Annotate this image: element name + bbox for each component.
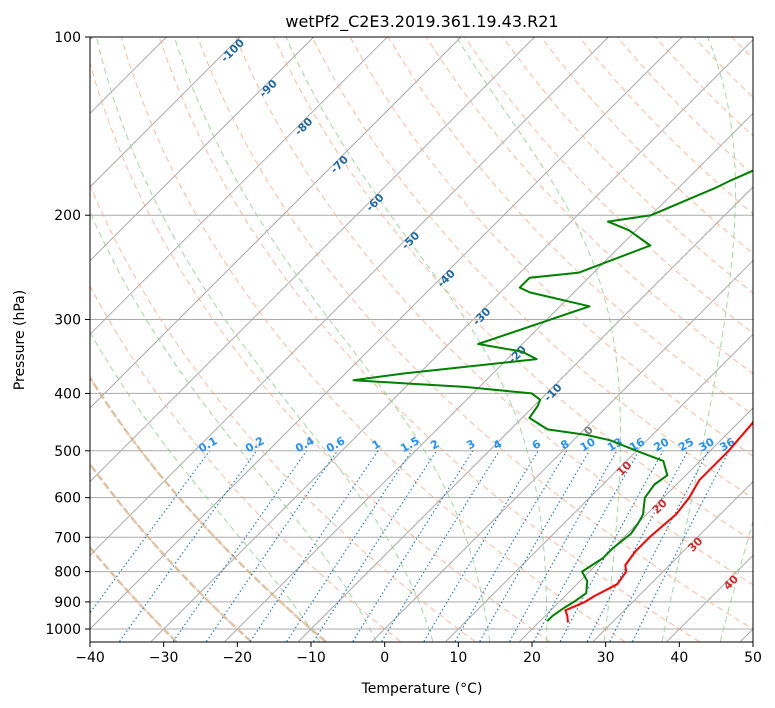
dry-adiabat bbox=[273, 37, 753, 542]
y-tick-label: 700 bbox=[54, 530, 81, 546]
mixing-ratio-line bbox=[533, 450, 640, 642]
mixing-ratio-line bbox=[286, 450, 413, 642]
y-tick-label: 500 bbox=[54, 444, 81, 460]
isotherm bbox=[519, 407, 753, 642]
mixing-ratio-line bbox=[119, 450, 258, 642]
moist-adiabat bbox=[173, 37, 491, 642]
isotherm bbox=[90, 37, 315, 262]
y-tick-label: 800 bbox=[54, 565, 81, 581]
moist-adiabat bbox=[90, 210, 377, 642]
x-tick-label: 40 bbox=[670, 650, 688, 666]
x-tick-label: −30 bbox=[149, 650, 179, 666]
dry-adiabat bbox=[158, 37, 700, 642]
moist-adiabat bbox=[661, 37, 736, 642]
dry-adiabat bbox=[502, 37, 753, 294]
mixing-ratio-line bbox=[249, 450, 379, 642]
isotherm bbox=[90, 37, 536, 483]
mixing-ratio-line bbox=[172, 450, 308, 642]
x-tick-label: 0 bbox=[380, 650, 389, 666]
isotherm bbox=[90, 37, 241, 188]
isotherm bbox=[592, 480, 753, 642]
mixing-ratio-line bbox=[205, 450, 338, 642]
x-tick-label: −20 bbox=[223, 650, 253, 666]
mixing-ratio-line bbox=[313, 450, 438, 642]
y-tick-label: 600 bbox=[54, 491, 81, 507]
isotherm bbox=[90, 37, 683, 630]
y-tick-label: 300 bbox=[54, 312, 81, 328]
moist-adiabat bbox=[285, 37, 548, 642]
y-tick-label: 400 bbox=[54, 386, 81, 402]
chart-title: wetPf2_C2E3.2019.361.19.43.R21 bbox=[285, 12, 558, 32]
isotherm bbox=[150, 38, 753, 642]
mixing-ratio-line bbox=[509, 450, 618, 642]
mixing-ratio-line bbox=[90, 450, 211, 615]
mixing-ratio-line bbox=[381, 450, 500, 642]
sounding-series bbox=[352, 169, 753, 623]
dry-adiabat-bold bbox=[90, 461, 252, 642]
dry-adiabat bbox=[197, 37, 753, 630]
y-axis-label: Pressure (hPa) bbox=[12, 290, 28, 390]
mixing-ratio-line bbox=[632, 450, 730, 642]
dry-adiabat bbox=[235, 37, 753, 586]
x-tick-label: 30 bbox=[597, 650, 615, 666]
moist-adiabat bbox=[719, 519, 753, 642]
x-tick-label: −40 bbox=[75, 650, 105, 666]
dry-adiabat bbox=[311, 37, 753, 499]
dry-adiabat-bold bbox=[90, 545, 178, 642]
mixing-ratio-line bbox=[559, 450, 664, 642]
x-tick-label: 10 bbox=[449, 650, 467, 666]
temperature-line bbox=[564, 420, 753, 623]
background-lines bbox=[90, 37, 753, 642]
y-tick-label: 900 bbox=[54, 595, 81, 611]
x-tick-label: 20 bbox=[523, 650, 541, 666]
isotherm bbox=[90, 37, 609, 557]
y-tick-label: 100 bbox=[54, 30, 81, 46]
dry-adiabat bbox=[90, 376, 327, 642]
x-tick-label: 50 bbox=[744, 650, 762, 666]
axes: −40 −30 −20 −10 0 10 20 30 40 50 100 200 300 400 500 60… bbox=[45, 30, 762, 666]
plot-frame bbox=[89, 36, 754, 643]
y-tick-label: 200 bbox=[54, 208, 81, 224]
dry-adiabat bbox=[464, 37, 753, 334]
dewpoint-line bbox=[352, 169, 753, 622]
y-tick-label: 1000 bbox=[45, 622, 81, 638]
moist-adiabat bbox=[90, 331, 320, 642]
moist-adiabat bbox=[95, 37, 434, 642]
isotherm bbox=[224, 112, 753, 642]
x-axis-label: Temperature (°C) bbox=[361, 681, 483, 697]
isotherm bbox=[445, 333, 753, 642]
dry-adiabat bbox=[90, 61, 551, 642]
dry-adiabat bbox=[120, 37, 625, 642]
x-tick-label: −10 bbox=[296, 650, 326, 666]
isotherm bbox=[90, 37, 388, 336]
isotherm bbox=[371, 259, 753, 642]
